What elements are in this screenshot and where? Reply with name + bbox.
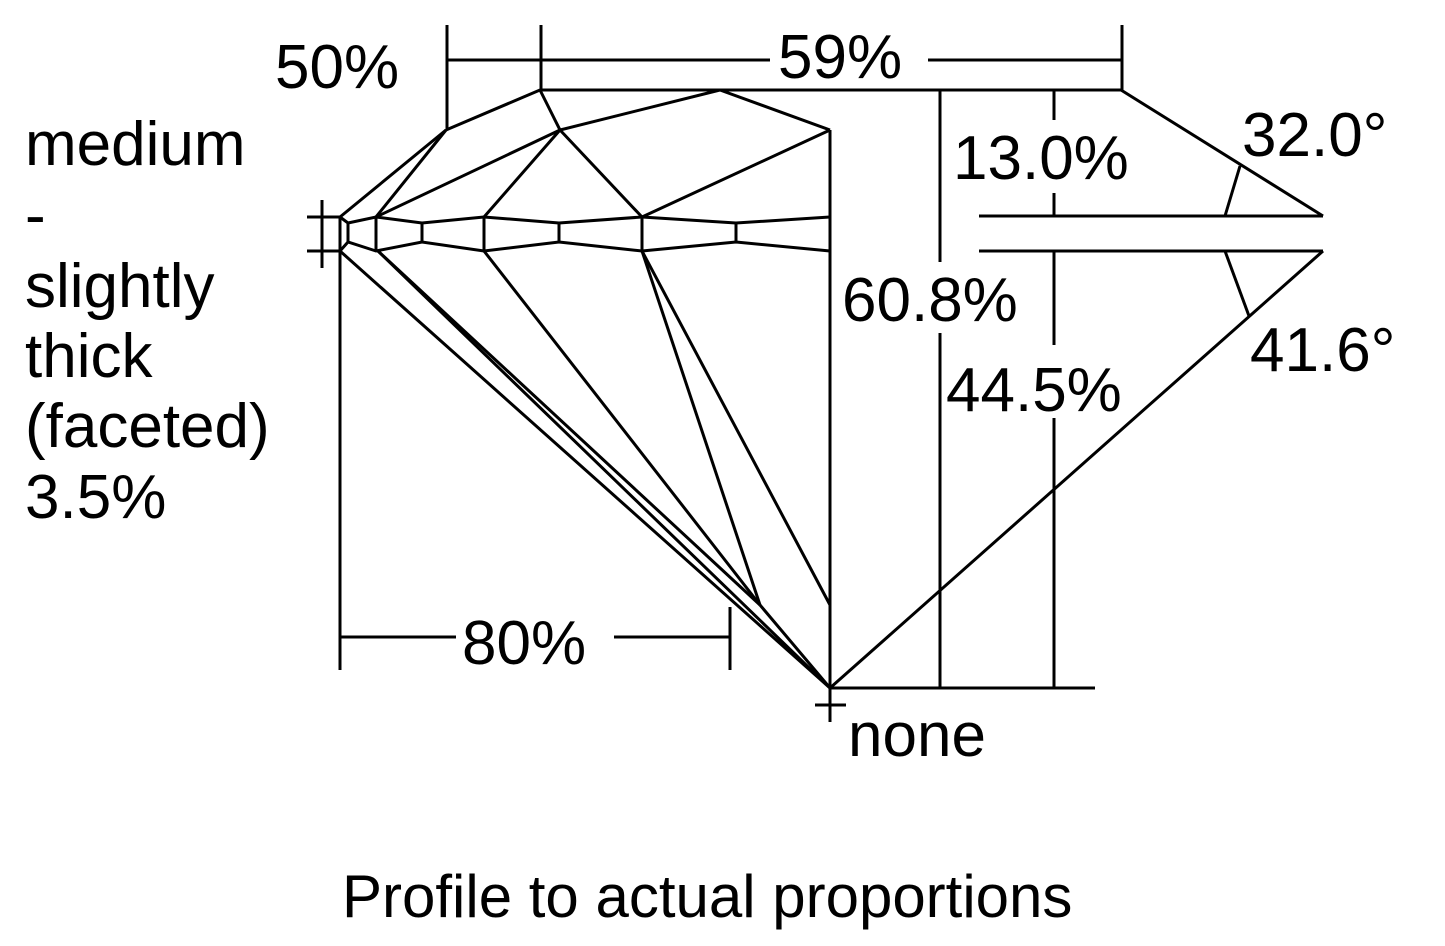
girdle-line: - — [25, 181, 46, 250]
crown-height-label: 13.0% — [953, 124, 1129, 193]
girdle-line: thick — [25, 322, 153, 391]
table-percent-label: 59% — [778, 23, 902, 92]
diagram-caption: Profile to actual proportions — [342, 863, 1072, 930]
crown-height-ratio-label: 50% — [275, 33, 399, 102]
culet-label: none — [848, 701, 986, 770]
girdle-cross-markers — [307, 200, 340, 268]
pavilion-facets — [339, 249, 832, 690]
lower-half-dimension — [338, 251, 732, 670]
girdle-line: (faceted) — [25, 392, 270, 461]
girdle-line: 3.5% — [25, 463, 166, 532]
crown-facets — [339, 88, 1122, 219]
girdle-line: slightly — [25, 252, 215, 321]
pavilion-depth-label: 44.5% — [946, 356, 1122, 425]
pavilion-angle-label: 41.6° — [1250, 316, 1395, 385]
girdle-line: medium — [25, 110, 246, 179]
crown-angle-label: 32.0° — [1242, 101, 1387, 170]
lower-half-label: 80% — [462, 609, 586, 678]
dimension-lines-top — [445, 25, 1124, 130]
culet-cross-marker — [815, 688, 846, 722]
girdle — [338, 215, 832, 253]
right-profile — [829, 88, 1324, 690]
total-depth-label: 60.8% — [842, 266, 1018, 335]
girdle-description: medium - slightly thick (faceted) 3.5% — [25, 110, 270, 532]
